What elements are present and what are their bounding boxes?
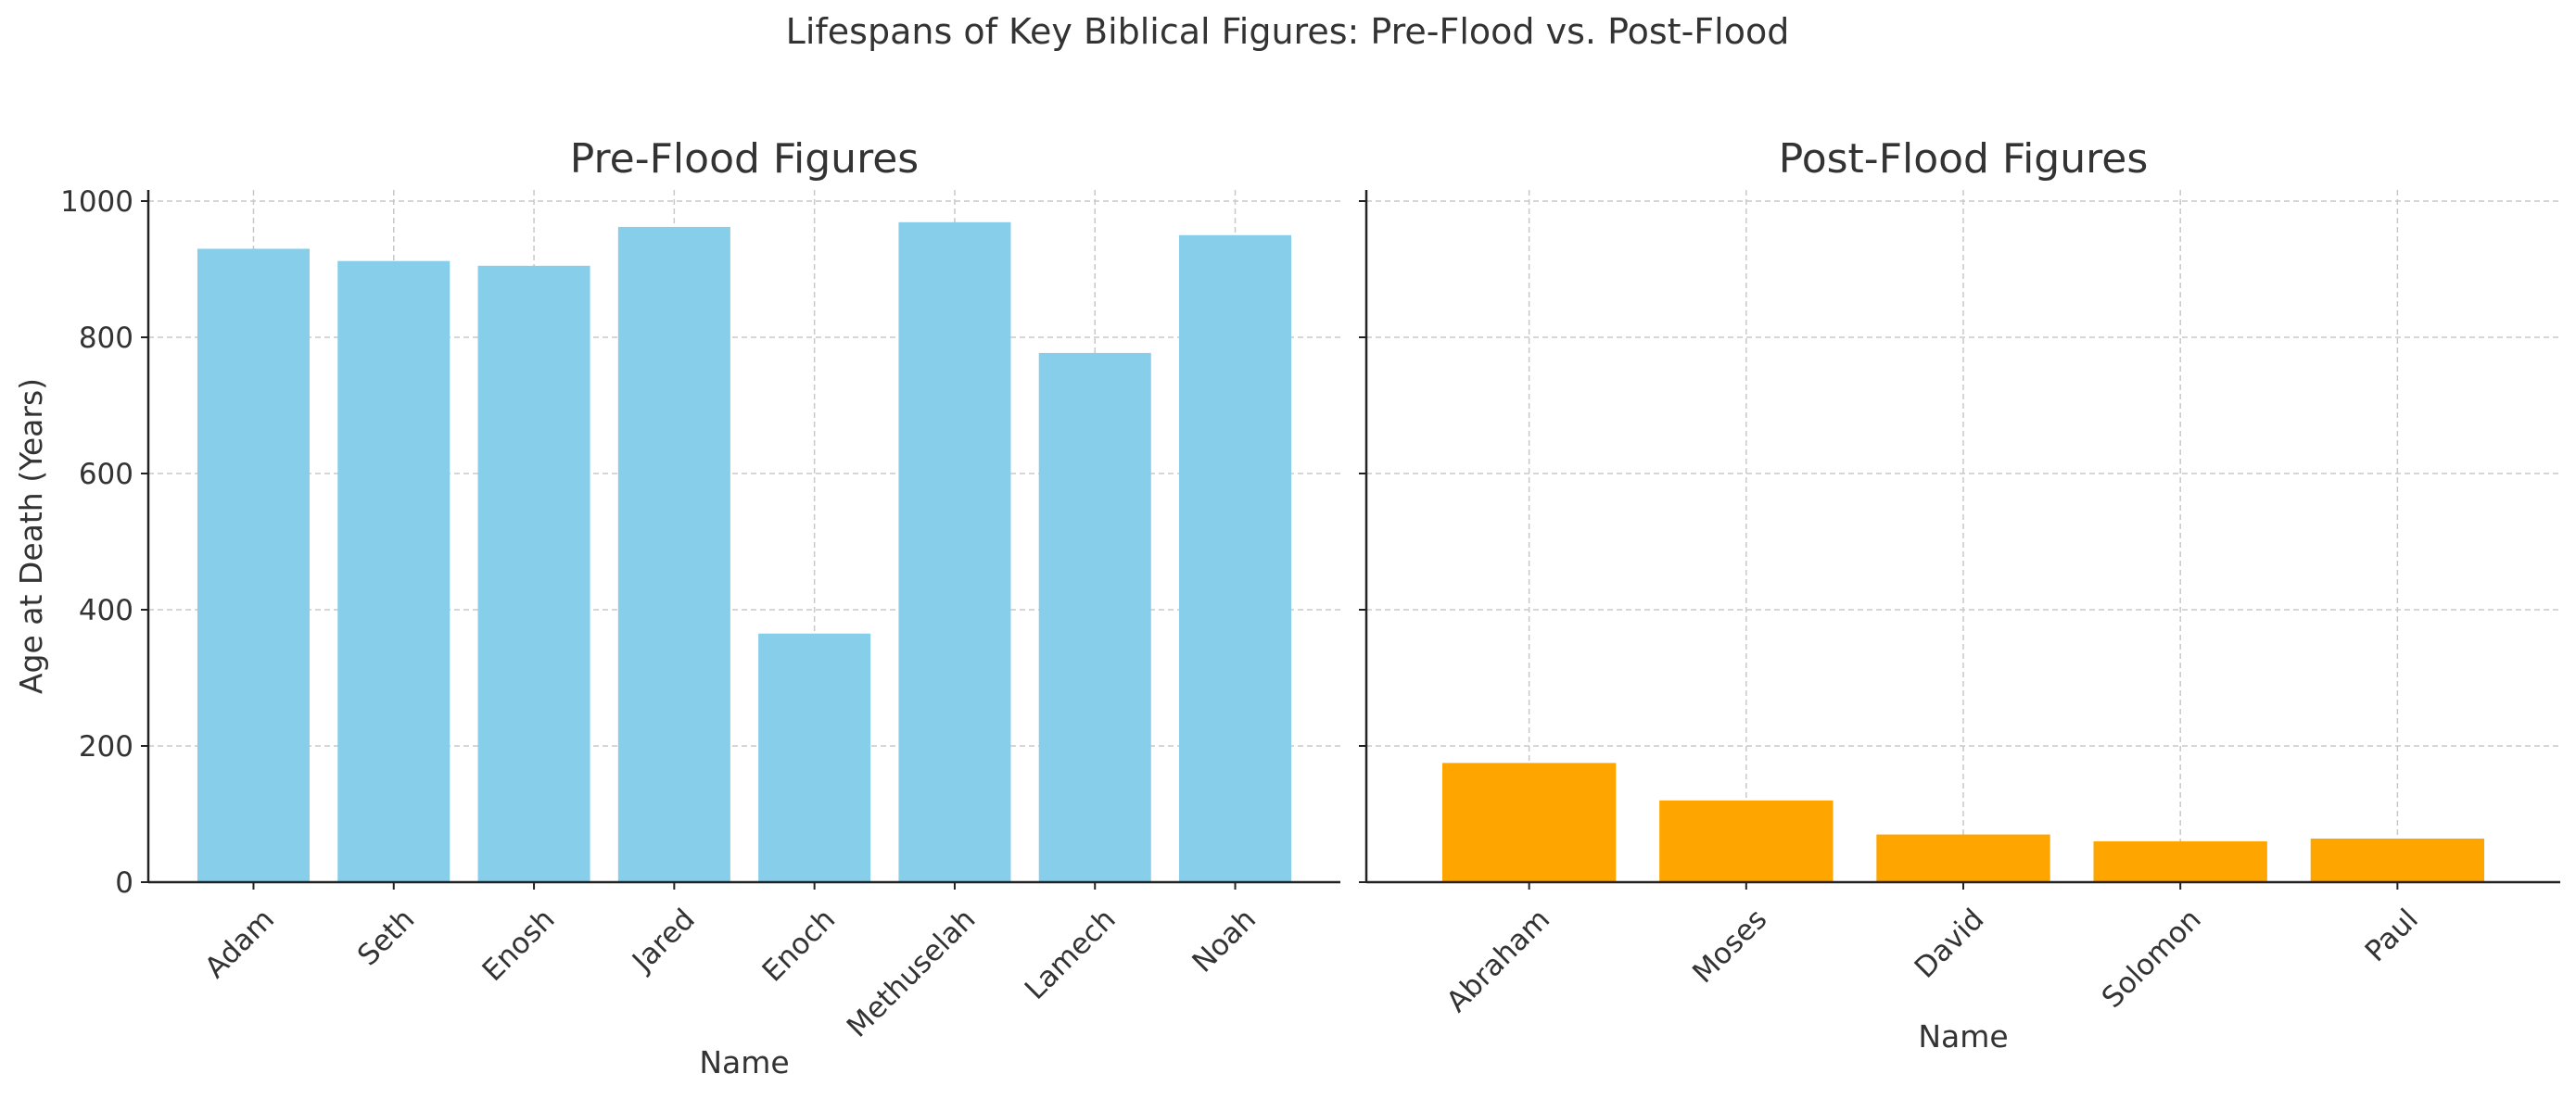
x-tick-label: Moses [1686,903,1773,990]
panel-title: Post-Flood Figures [1779,135,2149,183]
x-tick-label: Lamech [1019,903,1123,1006]
panel-pre-flood: 0 200 400 600 800 1000 Adam Seth Enosh Jared Enoch… [13,135,1340,1080]
x-tick-label: Noah [1186,903,1263,979]
bar-solomon [2093,840,2267,882]
x-tick-label: David [1909,903,1991,985]
x-tick-label: Paul [2359,903,2425,968]
figure-title: Lifespans of Key Biblical Figures: Pre-F… [786,11,1790,52]
bar-enosh [477,265,590,882]
x-tick-label: Enoch [756,903,843,989]
y-tick-label: 600 [79,458,133,491]
x-tick-label: Seth [351,903,421,972]
x-tick-label: Methuselah [841,903,983,1044]
x-tick-label: Abraham [1440,903,1556,1018]
panel-title: Pre-Flood Figures [570,135,919,183]
x-tick-label: Enosh [476,903,562,988]
y-tick-label: 0 [115,866,133,900]
bar-adam [197,248,310,882]
bar-moses [1659,800,1834,882]
bar-enoch [758,633,871,882]
x-tick-label: Adam [198,903,281,985]
x-axis-label: Name [1918,1018,2008,1055]
y-tick-label: 800 [79,322,133,355]
x-tick-label: Jared [625,903,702,979]
bar-lamech [1038,352,1151,882]
x-tick-label: Solomon [2096,903,2208,1015]
bar-methuselah [898,221,1011,882]
bar-jared [617,226,730,882]
bar-david [1876,834,2050,882]
y-tick-label: 1000 [60,185,133,219]
x-axis-label: Name [699,1044,789,1080]
y-tick-label: 400 [79,594,133,627]
bar-abraham [1441,763,1617,882]
bar-paul [2310,838,2485,882]
y-tick-label: 200 [79,730,133,764]
y-axis-label: Age at Death (Years) [13,378,49,694]
panel-post-flood: Abraham Moses David Solomon Paul Post-Flood F… [1359,135,2560,1055]
bar-seth [337,260,450,882]
bar-noah [1179,234,1292,882]
